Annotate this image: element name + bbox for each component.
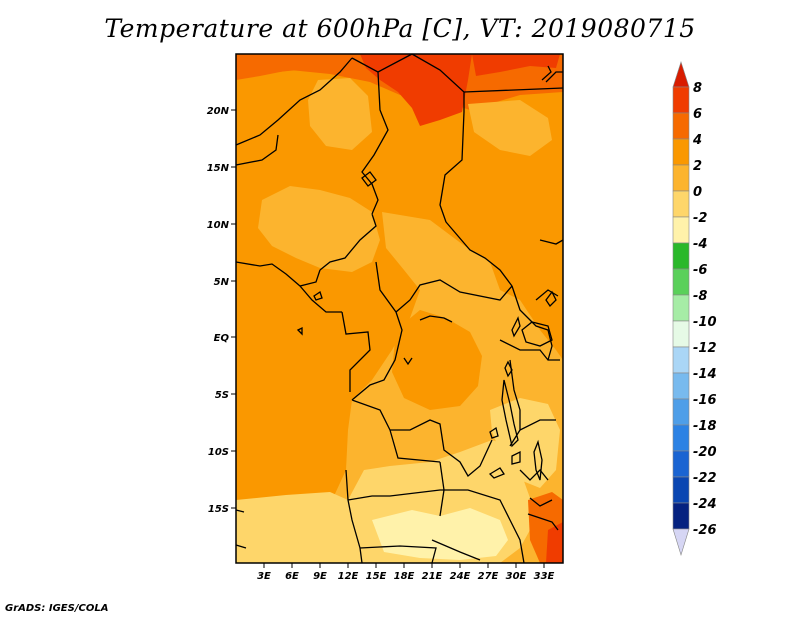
tick-marks — [231, 109, 545, 568]
colorbar-label: -10 — [693, 315, 717, 330]
lake-tanganyika — [501, 379, 519, 448]
colorbar-label: -20 — [693, 445, 717, 460]
colorbar-label: -4 — [693, 237, 707, 252]
lon-label: 18E — [394, 571, 415, 582]
colorbar-band — [672, 398, 690, 426]
colorbar-band — [672, 294, 690, 322]
colorbar-band — [672, 502, 690, 530]
colorbar-band — [672, 424, 690, 452]
lon-label: 3E — [257, 571, 271, 582]
lake-turkana — [545, 290, 557, 308]
lon-label: 9E — [313, 571, 327, 582]
colorbar-label: 2 — [693, 159, 702, 174]
field-6-8-west — [275, 56, 300, 72]
island-bioko — [313, 290, 323, 301]
lat-label: 10N — [207, 220, 230, 231]
lake-kivu — [504, 360, 513, 378]
colorbar-label: -16 — [693, 393, 717, 408]
colorbar-band — [672, 268, 690, 296]
lon-labels: 3E 6E 9E 12E 15E 18E 21E 24E 27E 30E 33E — [257, 571, 554, 582]
map-title: Temperature at 600hPa [C], VT: 201908071… — [104, 14, 696, 43]
colorbar-label: -18 — [693, 419, 717, 434]
colorbar-band — [672, 242, 690, 270]
lat-label: 5N — [214, 277, 230, 288]
colorbar — [672, 61, 690, 557]
lat-labels: 20N 15N 10N 5N EQ 5S 10S 15S — [207, 106, 230, 515]
map-border — [235, 53, 564, 564]
lat-label: 5S — [215, 390, 229, 401]
colorbar-label: -22 — [693, 471, 717, 486]
coast-namibia — [235, 509, 245, 513]
colorbar-label: -24 — [693, 497, 717, 512]
field-0-2-sudan — [468, 100, 552, 156]
colorbar-band — [672, 450, 690, 478]
lat-label: EQ — [214, 333, 230, 344]
colorbar-label: -8 — [693, 289, 707, 304]
colorbar-label: 6 — [693, 107, 702, 122]
river-ubangi — [403, 357, 413, 366]
colorbar-band — [672, 320, 690, 348]
colorbar-band — [672, 190, 690, 218]
lon-label: 12E — [338, 571, 359, 582]
field-6-8-north-east — [472, 54, 560, 76]
river-congo — [419, 315, 453, 323]
colorbar-band — [672, 164, 690, 192]
colorbar-label: -6 — [693, 263, 707, 278]
lake-albert — [511, 316, 521, 338]
field-6-8-north — [360, 54, 472, 126]
colorbar-label: -26 — [693, 523, 717, 538]
lat-label: 15S — [208, 504, 229, 515]
colorbar-label: -12 — [693, 341, 717, 356]
colorbar-label: 0 — [693, 185, 702, 200]
colorbar-band — [672, 372, 690, 400]
colorbar-band — [672, 346, 690, 374]
lat-label: 20N — [207, 106, 230, 117]
colorbar-label: -2 — [693, 211, 707, 226]
colorbar-band — [672, 476, 690, 504]
lat-label: 15N — [207, 163, 230, 174]
colorbar-band — [672, 216, 690, 244]
lake-bangweulu — [511, 450, 521, 465]
lat-label: 10S — [208, 447, 229, 458]
colorbar-labels: 8 6 4 2 0 -2 -4 -6 -8 -10 -12 -14 -16 -1… — [692, 81, 717, 538]
colorbar-band — [672, 86, 690, 114]
lake-mweru — [489, 426, 499, 439]
colorbar-top-triangle — [672, 61, 690, 88]
sea-channel-mozambique — [527, 513, 559, 531]
field-0-2-chad — [308, 78, 372, 150]
lake-malawi — [533, 439, 543, 481]
lon-label: 24E — [450, 571, 471, 582]
lake-victoria — [521, 321, 553, 347]
border-lines — [235, 53, 564, 564]
lon-label: 27E — [478, 571, 499, 582]
field-6-8-se — [546, 522, 563, 563]
colorbar-label: 4 — [692, 133, 702, 148]
lake-chad — [361, 171, 377, 187]
lon-label: 15E — [366, 571, 387, 582]
colorbar-band — [672, 112, 690, 140]
lon-label: 6E — [285, 571, 299, 582]
field-2-4-congo — [392, 310, 482, 410]
island-sao-tome — [296, 326, 303, 336]
lon-label: 30E — [506, 571, 527, 582]
footer-credit: GrADS: IGES/COLA — [5, 603, 109, 614]
field-0-2-sahel — [258, 186, 380, 272]
lake-kariba — [488, 467, 505, 479]
lon-label: 33E — [534, 571, 555, 582]
colorbar-band — [672, 138, 690, 166]
colorbar-label: -14 — [693, 367, 717, 382]
lon-label: 21E — [422, 571, 443, 582]
colorbar-bottom-triangle — [672, 528, 690, 557]
country-borders — [235, 53, 564, 564]
colorbar-label: 8 — [693, 81, 702, 96]
field-m4-m2-south — [372, 508, 508, 560]
